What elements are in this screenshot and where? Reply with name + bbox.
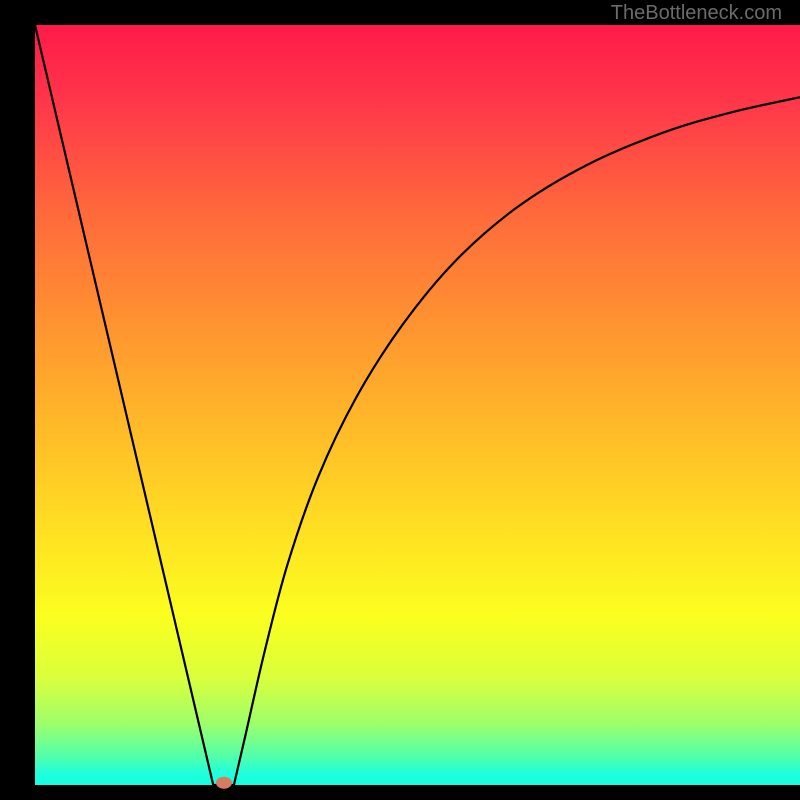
- chart-container: [0, 0, 800, 800]
- watermark-text: TheBottleneck.com: [611, 2, 782, 25]
- chart-svg: [0, 0, 800, 800]
- plot-bg: [35, 25, 800, 785]
- optimal-marker: [216, 777, 232, 789]
